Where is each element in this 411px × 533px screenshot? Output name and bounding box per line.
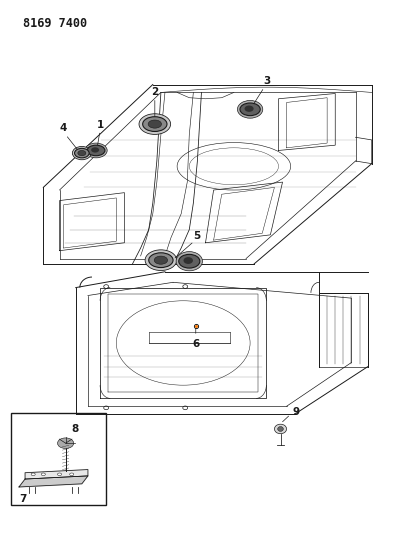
Ellipse shape — [58, 438, 74, 448]
Ellipse shape — [183, 257, 193, 264]
Text: 6: 6 — [192, 340, 199, 349]
Ellipse shape — [91, 147, 99, 152]
Ellipse shape — [31, 473, 35, 475]
Ellipse shape — [148, 120, 162, 128]
Polygon shape — [25, 470, 88, 479]
Polygon shape — [19, 476, 88, 487]
Ellipse shape — [149, 253, 173, 268]
Ellipse shape — [245, 106, 254, 112]
Ellipse shape — [41, 473, 45, 475]
Ellipse shape — [143, 117, 167, 132]
Ellipse shape — [179, 254, 200, 268]
Ellipse shape — [240, 103, 260, 116]
Text: 8169 7400: 8169 7400 — [23, 17, 87, 29]
Ellipse shape — [74, 148, 89, 158]
Ellipse shape — [145, 250, 177, 271]
Text: 7: 7 — [19, 494, 27, 504]
Text: 2: 2 — [151, 86, 159, 96]
Text: 3: 3 — [263, 76, 271, 86]
Text: 1: 1 — [97, 120, 104, 130]
Ellipse shape — [87, 145, 105, 156]
Ellipse shape — [70, 473, 74, 475]
Text: 5: 5 — [193, 231, 200, 240]
Text: 4: 4 — [59, 124, 67, 133]
Bar — [11, 413, 106, 505]
Ellipse shape — [72, 147, 91, 160]
Ellipse shape — [278, 426, 283, 431]
Ellipse shape — [176, 252, 203, 271]
Ellipse shape — [275, 424, 286, 434]
Ellipse shape — [78, 150, 86, 156]
Ellipse shape — [154, 256, 168, 264]
Ellipse shape — [139, 114, 171, 134]
Ellipse shape — [238, 100, 263, 118]
Ellipse shape — [58, 473, 62, 475]
Ellipse shape — [85, 143, 107, 158]
Text: 8: 8 — [72, 424, 79, 434]
Text: 9: 9 — [293, 407, 300, 417]
